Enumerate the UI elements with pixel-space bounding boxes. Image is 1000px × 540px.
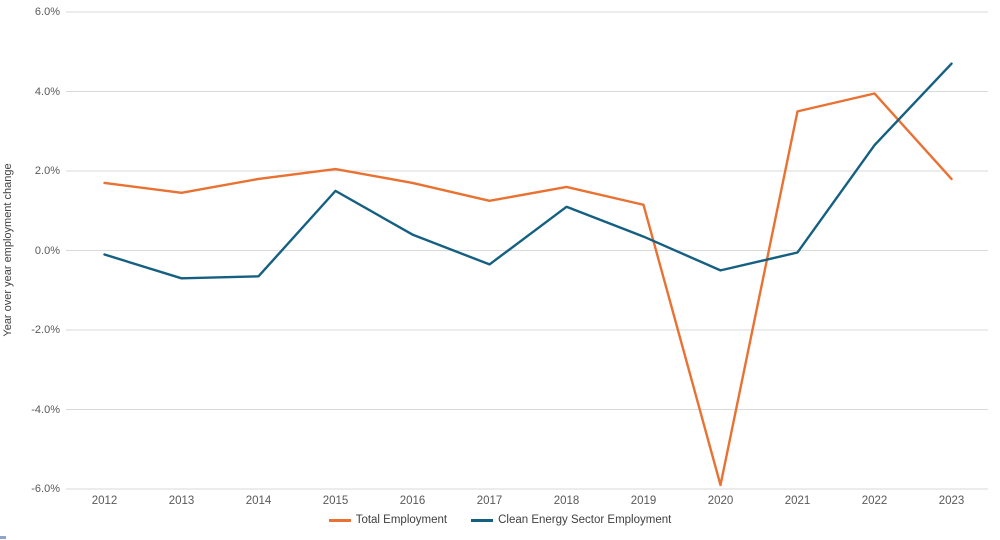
x-tick-label: 2023 bbox=[938, 495, 965, 507]
x-tick-label: 2013 bbox=[168, 495, 195, 507]
x-tick-label: 2020 bbox=[707, 495, 734, 507]
x-tick-label: 2016 bbox=[399, 495, 426, 507]
x-tick-label: 2018 bbox=[553, 495, 580, 507]
series-line-clean-energy-sector-employment bbox=[103, 62, 953, 280]
x-tick-label: 2017 bbox=[476, 495, 503, 507]
y-tick-label: -2.0% bbox=[31, 324, 60, 336]
x-tick-label: 2014 bbox=[245, 495, 272, 507]
x-tick-label: 2019 bbox=[630, 495, 657, 507]
chart-legend: Total Employment Clean Energy Sector Empl… bbox=[0, 513, 1000, 527]
y-tick-label: 0.0% bbox=[34, 244, 60, 257]
legend-item: Clean Energy Sector Employment bbox=[471, 513, 671, 527]
legend-line-swatch bbox=[471, 518, 494, 522]
x-tick-label: 2021 bbox=[784, 495, 811, 507]
y-tick-label: 4.0% bbox=[34, 85, 60, 98]
series-lines bbox=[103, 62, 953, 487]
x-tick-label: 2012 bbox=[91, 495, 118, 507]
legend-label: Clean Energy Sector Employment bbox=[498, 514, 672, 526]
legend-line-swatch bbox=[328, 518, 351, 522]
y-tick-label: 6.0% bbox=[34, 6, 60, 18]
y-tick-label: -6.0% bbox=[31, 483, 60, 495]
screen-corner-artifact bbox=[0, 536, 6, 539]
gridlines bbox=[66, 11, 988, 490]
legend-item: Total Employment bbox=[328, 513, 448, 527]
legend-label: Total Employment bbox=[355, 514, 448, 526]
x-tick-label: 2015 bbox=[322, 495, 349, 507]
y-tick-label: -4.0% bbox=[31, 403, 60, 416]
series-line-total-employment bbox=[103, 92, 953, 487]
y-tick-label: 2.0% bbox=[34, 165, 60, 177]
x-tick-label: 2022 bbox=[861, 495, 888, 507]
